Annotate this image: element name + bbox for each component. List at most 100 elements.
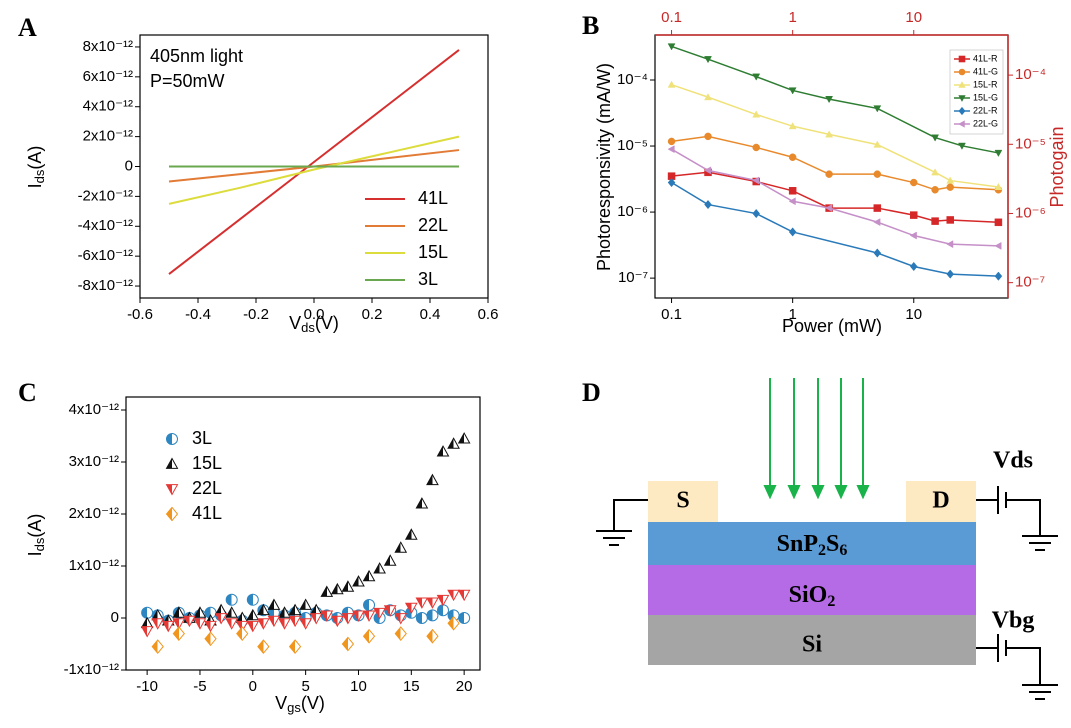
x-tick-label: -10 [136, 678, 158, 695]
panel-label: D [582, 378, 601, 407]
series-line [671, 171, 999, 224]
text-part: V [289, 313, 301, 333]
marker [873, 248, 882, 258]
text-part: ds [32, 537, 47, 551]
marker [910, 178, 918, 187]
marker [931, 134, 940, 142]
marker [667, 43, 676, 51]
x-tick-label: -0.4 [185, 306, 211, 323]
marker [931, 186, 939, 194]
marker [257, 639, 270, 654]
marker [278, 606, 291, 618]
snp2s6-layer [648, 522, 976, 565]
marker [288, 603, 302, 616]
marker [931, 217, 939, 225]
y2-tick-label: 10⁻⁴ [1015, 66, 1046, 83]
text-part: (A) [25, 514, 45, 538]
y-tick-label: 10⁻⁵ [617, 137, 648, 154]
marker [246, 620, 260, 633]
x-tick-label: 0.0 [304, 306, 325, 323]
x-tick-label: 20 [456, 678, 473, 695]
marker [352, 610, 365, 622]
legend-label: 3L [418, 269, 438, 289]
marker [909, 261, 918, 272]
marker [394, 626, 407, 641]
marker [909, 231, 917, 240]
marker [447, 615, 460, 631]
marker [788, 87, 797, 95]
marker [946, 240, 954, 249]
text-part: 2 [818, 542, 826, 559]
marker [363, 599, 376, 611]
marker [288, 639, 302, 654]
marker [788, 187, 797, 195]
marker [946, 183, 954, 191]
marker [362, 569, 376, 582]
x-tick-label: 15 [403, 678, 420, 695]
marker [946, 176, 955, 184]
marker [437, 604, 450, 617]
marker [151, 618, 165, 630]
marker [288, 615, 302, 628]
legend-label: 15L [192, 453, 222, 473]
text-part: (A) [25, 146, 45, 170]
marker [873, 204, 882, 212]
y2-tick-label: 10⁻⁶ [1015, 204, 1046, 221]
x-tick-label: -5 [193, 678, 206, 695]
marker [788, 122, 797, 130]
marker [415, 612, 428, 624]
x-tick-label: 10 [350, 678, 367, 695]
marker [436, 445, 450, 457]
marker [752, 176, 760, 185]
y-tick-label: 3x10⁻¹² [69, 453, 119, 470]
marker [426, 609, 439, 622]
marker [958, 68, 966, 76]
marker [257, 618, 270, 630]
legend-label: 41L-R [973, 53, 998, 63]
marker [373, 562, 386, 574]
marker [436, 594, 450, 607]
text-part: ds [32, 169, 47, 183]
text-part: 2 [827, 593, 835, 610]
marker [140, 626, 154, 638]
marker [667, 177, 676, 188]
x-tick-label: 1 [788, 306, 796, 323]
marker [667, 137, 676, 146]
marker [958, 95, 966, 102]
y-tick-label: 1x10⁻¹² [69, 557, 119, 574]
x-tick-label: 0.4 [420, 306, 441, 323]
marker [873, 218, 881, 227]
marker [825, 130, 834, 138]
legend-label: 22L [192, 478, 222, 498]
legend-label: 3L [192, 428, 212, 448]
marker [825, 170, 833, 178]
annotation: P=50mW [150, 71, 225, 91]
marker [257, 603, 270, 616]
text-part: ds [301, 320, 315, 335]
legend-box [949, 49, 1004, 135]
marker [458, 612, 471, 624]
text-part: (V) [315, 313, 339, 333]
marker [958, 142, 966, 150]
drain-electrode [906, 481, 976, 522]
series-line [168, 135, 460, 205]
panel-label: A [18, 13, 37, 42]
drain-label: D [932, 488, 949, 514]
marker [946, 269, 955, 279]
marker [703, 166, 712, 175]
marker [172, 618, 186, 630]
marker [151, 639, 164, 654]
legend-label: 41L [418, 188, 448, 208]
panel-label: C [18, 378, 37, 407]
marker [214, 613, 228, 625]
y-tick-label: -1x10⁻¹² [64, 661, 119, 678]
legend-label: 22L-G [973, 118, 998, 128]
legend-label: 22L-R [973, 105, 998, 115]
text-part: SiO [789, 582, 828, 608]
text-part: V [275, 693, 287, 713]
x-tick-label: -0.2 [243, 306, 269, 323]
text-part: SnP [777, 531, 818, 557]
x-tick-label: 0.6 [478, 306, 499, 323]
marker [278, 618, 291, 630]
marker [172, 626, 185, 641]
